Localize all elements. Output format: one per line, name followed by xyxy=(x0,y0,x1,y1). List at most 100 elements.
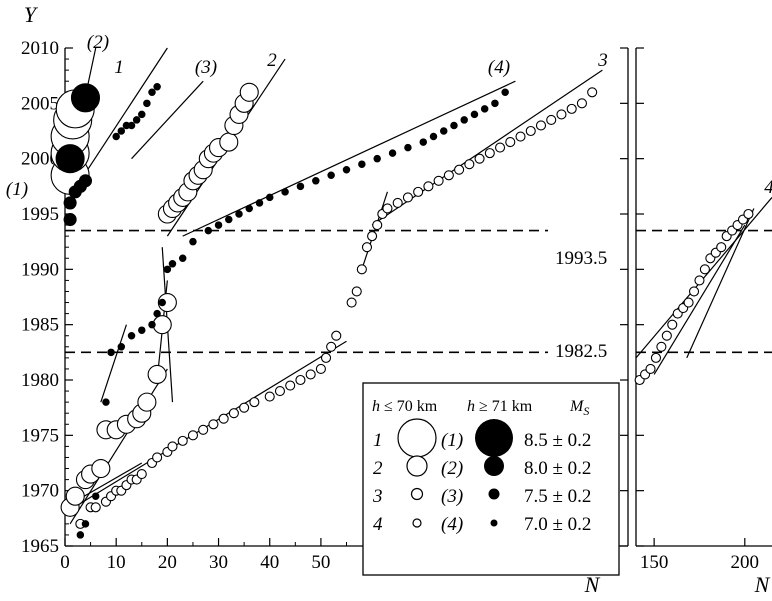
fit-line xyxy=(100,324,127,403)
data-point xyxy=(117,127,126,135)
data-point xyxy=(474,153,485,164)
curve-label-c1-open: 1 xyxy=(114,57,124,78)
data-point xyxy=(152,452,163,463)
data-point xyxy=(63,212,77,227)
data-point xyxy=(127,121,136,130)
x-tick-label: 50 xyxy=(311,552,330,573)
x-tick-label: 0 xyxy=(60,552,70,573)
x-tick-label: 40 xyxy=(260,552,279,573)
data-point xyxy=(423,181,434,192)
data-point xyxy=(484,148,495,159)
data-point xyxy=(346,297,357,308)
svg-text:3: 3 xyxy=(372,486,383,507)
legend-header-ms: MS xyxy=(569,398,589,418)
data-point xyxy=(372,220,383,231)
legend: h ≤ 70 km h ≥ 71 km MS 1 (1) 8.5 ± 0.2 2… xyxy=(362,382,620,576)
data-point xyxy=(204,226,213,235)
data-point xyxy=(331,330,342,341)
data-point xyxy=(694,275,705,286)
data-point xyxy=(218,413,229,424)
x-tick-label: 20 xyxy=(158,552,177,573)
data-point xyxy=(699,264,710,275)
svg-text:7.5 ± 0.2: 7.5 ± 0.2 xyxy=(524,486,591,507)
y-tick-label: 1965 xyxy=(21,536,59,557)
svg-text:8.5 ± 0.2: 8.5 ± 0.2 xyxy=(524,430,591,451)
data-point xyxy=(225,215,233,224)
data-point xyxy=(265,193,274,202)
y-tick-label: 1970 xyxy=(21,481,59,502)
data-point xyxy=(716,242,727,253)
data-point xyxy=(177,435,188,446)
data-point xyxy=(367,231,378,242)
legend-box xyxy=(362,382,620,576)
data-point xyxy=(167,441,178,452)
data-point xyxy=(228,408,239,419)
data-point xyxy=(281,188,289,196)
data-point xyxy=(117,343,126,351)
data-point xyxy=(138,326,146,334)
data-point xyxy=(219,132,239,152)
data-point xyxy=(546,114,557,125)
data-point xyxy=(587,87,598,98)
data-point xyxy=(454,164,465,175)
data-point xyxy=(470,110,479,119)
data-point xyxy=(239,82,259,102)
svg-text:4: 4 xyxy=(373,514,383,535)
curve-label-c3-open: 3 xyxy=(597,50,608,71)
data-point xyxy=(650,352,661,363)
y-tick-label: 2010 xyxy=(21,38,59,59)
data-point xyxy=(525,125,536,137)
data-point xyxy=(70,83,101,113)
data-point xyxy=(443,170,454,181)
data-point xyxy=(429,132,438,141)
data-point xyxy=(163,265,172,274)
data-point xyxy=(480,105,489,113)
data-point xyxy=(326,341,337,352)
data-point xyxy=(460,116,468,124)
data-point xyxy=(392,197,403,208)
data-point xyxy=(245,204,254,213)
y-tick-label: 1980 xyxy=(21,370,59,391)
legend-row-2: 2 (2) 8.0 ± 0.2 xyxy=(373,455,591,479)
data-point xyxy=(505,137,516,148)
data-point xyxy=(361,242,373,253)
legend-header-h1: h ≤ 70 km xyxy=(372,398,438,415)
fit-line xyxy=(79,47,168,182)
data-point xyxy=(91,492,100,500)
data-point xyxy=(351,286,362,297)
data-point xyxy=(535,120,547,131)
x-axis-title: N xyxy=(584,572,601,597)
fit-line xyxy=(653,224,746,375)
data-point xyxy=(91,458,111,479)
svg-text:1: 1 xyxy=(373,430,383,451)
data-point xyxy=(743,208,754,220)
data-point xyxy=(153,309,161,318)
fit-line xyxy=(686,208,755,359)
data-point xyxy=(433,175,444,186)
svg-text:8.0 ± 0.2: 8.0 ± 0.2 xyxy=(524,458,591,479)
curve-label-c3-filled: (3) xyxy=(195,57,217,78)
data-point xyxy=(501,88,509,97)
fit-line xyxy=(635,197,772,359)
data-point xyxy=(576,98,587,109)
data-point xyxy=(320,352,332,363)
ref-label-1993: 1993.5 xyxy=(555,248,607,269)
data-point xyxy=(127,331,136,340)
curve-label-c4-filled: (4) xyxy=(488,57,510,78)
data-point xyxy=(312,177,320,185)
data-point xyxy=(148,320,156,329)
y-tick-label: 1990 xyxy=(21,259,59,280)
x-tick-label: 10 xyxy=(107,552,126,573)
data-point xyxy=(296,182,305,191)
data-points xyxy=(50,82,754,539)
curve-label-right-panel: 4 xyxy=(764,177,772,198)
data-point xyxy=(566,103,577,114)
data-point xyxy=(249,397,260,408)
data-point xyxy=(55,144,85,174)
data-point xyxy=(143,99,151,108)
data-point xyxy=(402,192,413,203)
x-tick-label: 30 xyxy=(209,552,228,573)
data-point xyxy=(76,531,85,539)
y-tick-label: 2005 xyxy=(21,93,59,114)
